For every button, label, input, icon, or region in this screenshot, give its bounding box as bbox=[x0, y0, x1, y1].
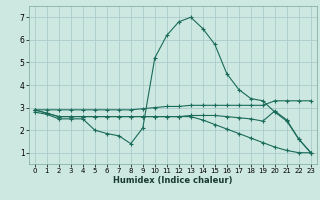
X-axis label: Humidex (Indice chaleur): Humidex (Indice chaleur) bbox=[113, 176, 233, 185]
